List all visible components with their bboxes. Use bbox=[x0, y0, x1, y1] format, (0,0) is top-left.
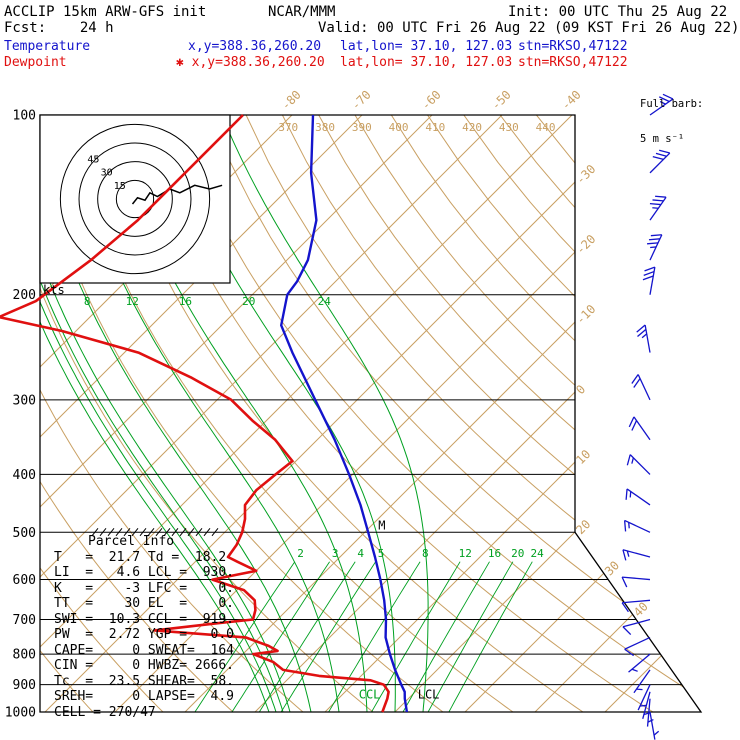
svg-text:24: 24 bbox=[531, 547, 545, 560]
parcel-info-line: SWI = 10.3 CCL = 919. bbox=[54, 611, 235, 627]
dewpoint-legend-label: Dewpoint bbox=[4, 55, 67, 70]
svg-text:600: 600 bbox=[13, 573, 36, 588]
svg-text:20: 20 bbox=[511, 547, 524, 560]
dewpoint-curve bbox=[0, 114, 390, 713]
wind-barb-legend-line2: 5 m s⁻¹ bbox=[640, 132, 685, 145]
parcel-info-line: CELL = 270/47 bbox=[54, 704, 156, 720]
temperature-xy-readout: x,y=388.36,260.20 bbox=[188, 39, 322, 54]
wind-barb-legend: Full barb: 5 m s⁻¹ bbox=[640, 76, 703, 157]
parcel-info-line: K = -3 LFC = 0. bbox=[54, 580, 235, 596]
svg-text:LCL: LCL bbox=[418, 688, 440, 702]
svg-text:370: 370 bbox=[278, 121, 298, 134]
svg-text:5: 5 bbox=[378, 547, 385, 560]
svg-text:500: 500 bbox=[13, 526, 36, 541]
svg-text:420: 420 bbox=[462, 121, 482, 134]
svg-text:16: 16 bbox=[488, 547, 501, 560]
svg-text:4: 4 bbox=[357, 547, 364, 560]
svg-text:400: 400 bbox=[389, 121, 409, 134]
svg-text:300: 300 bbox=[13, 393, 36, 408]
svg-text:390: 390 bbox=[352, 121, 372, 134]
svg-text:-50: -50 bbox=[489, 88, 514, 113]
parcel-info-line: CAPE= 0 SWEAT= 164 bbox=[54, 642, 235, 658]
dewpoint-latlon: lat,lon= 37.10, 127.03 bbox=[340, 55, 513, 70]
parcel-info-line: CIN = 0 HWBZ= 2666. bbox=[54, 658, 235, 673]
parcel-info-title: Parcel Info bbox=[88, 534, 175, 549]
svg-text:24: 24 bbox=[318, 295, 332, 308]
svg-text:-70: -70 bbox=[349, 88, 374, 113]
svg-text:15: 15 bbox=[114, 181, 126, 192]
svg-text:16: 16 bbox=[179, 295, 192, 308]
svg-text:-20: -20 bbox=[573, 232, 598, 257]
svg-text:-60: -60 bbox=[419, 88, 444, 113]
svg-text:900: 900 bbox=[13, 678, 36, 693]
svg-text:430: 430 bbox=[499, 121, 519, 134]
wind-barbs bbox=[621, 93, 674, 740]
svg-text:1000: 1000 bbox=[5, 706, 36, 721]
svg-text:200: 200 bbox=[13, 288, 36, 303]
svg-text:8: 8 bbox=[422, 547, 429, 560]
hatch-marks bbox=[91, 527, 219, 537]
svg-text:-80: -80 bbox=[279, 88, 304, 113]
svg-text:10: 10 bbox=[573, 447, 593, 467]
forecast-hour: Fcst: 24 h bbox=[4, 20, 114, 36]
svg-text:12: 12 bbox=[126, 295, 139, 308]
skewt-background-lines bbox=[40, 115, 701, 712]
svg-text:3: 3 bbox=[332, 547, 339, 560]
parcel-info-line: TT = 30 EL = 0. bbox=[54, 596, 235, 611]
svg-text:440: 440 bbox=[536, 121, 556, 134]
center-name: NCAR/MMM bbox=[268, 4, 336, 20]
init-time: Init: 00 UTC Thu 25 Aug 22 bbox=[508, 4, 728, 20]
model-title: ACCLIP 15km ARW-GFS init bbox=[4, 4, 207, 20]
dewpoint-xy-readout: ✱ x,y=388.36,260.20 bbox=[176, 55, 325, 70]
temperature-curve bbox=[280, 114, 409, 713]
svg-text:-40: -40 bbox=[559, 88, 584, 113]
svg-text:2: 2 bbox=[297, 547, 304, 560]
level-annotations: M CCL LCL bbox=[359, 518, 440, 701]
svg-text:410: 410 bbox=[425, 121, 445, 134]
parcel-info-line: T = 21.7 Td = 18.2 bbox=[54, 549, 227, 565]
temperature-legend-label: Temperature bbox=[4, 39, 91, 54]
svg-text:-30: -30 bbox=[573, 162, 598, 187]
svg-text:100: 100 bbox=[13, 109, 36, 124]
valid-time: Valid: 00 UTC Fri 26 Aug 22 (09 KST Fri … bbox=[318, 20, 740, 36]
parcel-info-line: LI = 4.6 LCL = 930. bbox=[54, 565, 235, 580]
parcel-info-line: PW = 2.72 YGP = 0.0 bbox=[54, 627, 235, 642]
svg-text:M: M bbox=[378, 518, 385, 532]
hodograph-units-label: kts bbox=[43, 283, 65, 297]
svg-text:CCL: CCL bbox=[359, 688, 381, 702]
svg-text:12: 12 bbox=[459, 547, 472, 560]
svg-text:700: 700 bbox=[13, 613, 36, 628]
svg-text:8: 8 bbox=[84, 295, 91, 308]
temperature-latlon: lat,lon= 37.10, 127.03 bbox=[340, 39, 513, 54]
svg-text:800: 800 bbox=[13, 648, 36, 663]
svg-text:380: 380 bbox=[315, 121, 335, 134]
parcel-info-line: SREH= 0 LAPSE= 4.9 bbox=[54, 689, 235, 704]
parcel-info-line: Tc = 23.5 SHEAR= 58. bbox=[54, 673, 235, 689]
dewpoint-station: stn=RKSO,47122 bbox=[518, 55, 628, 70]
svg-text:-10: -10 bbox=[573, 302, 598, 327]
temperature-station: stn=RKSO,47122 bbox=[518, 39, 628, 54]
sounding-curves bbox=[0, 114, 409, 713]
parcel-info-panel: Parcel Info T = 21.7 Td = 18.2 LI = 4.6 LC… bbox=[54, 534, 234, 720]
svg-text:30: 30 bbox=[101, 168, 113, 179]
wind-barb-legend-line1: Full barb: bbox=[640, 98, 704, 110]
svg-text:20: 20 bbox=[242, 295, 255, 308]
svg-text:45: 45 bbox=[87, 154, 99, 165]
svg-text:400: 400 bbox=[13, 468, 36, 483]
